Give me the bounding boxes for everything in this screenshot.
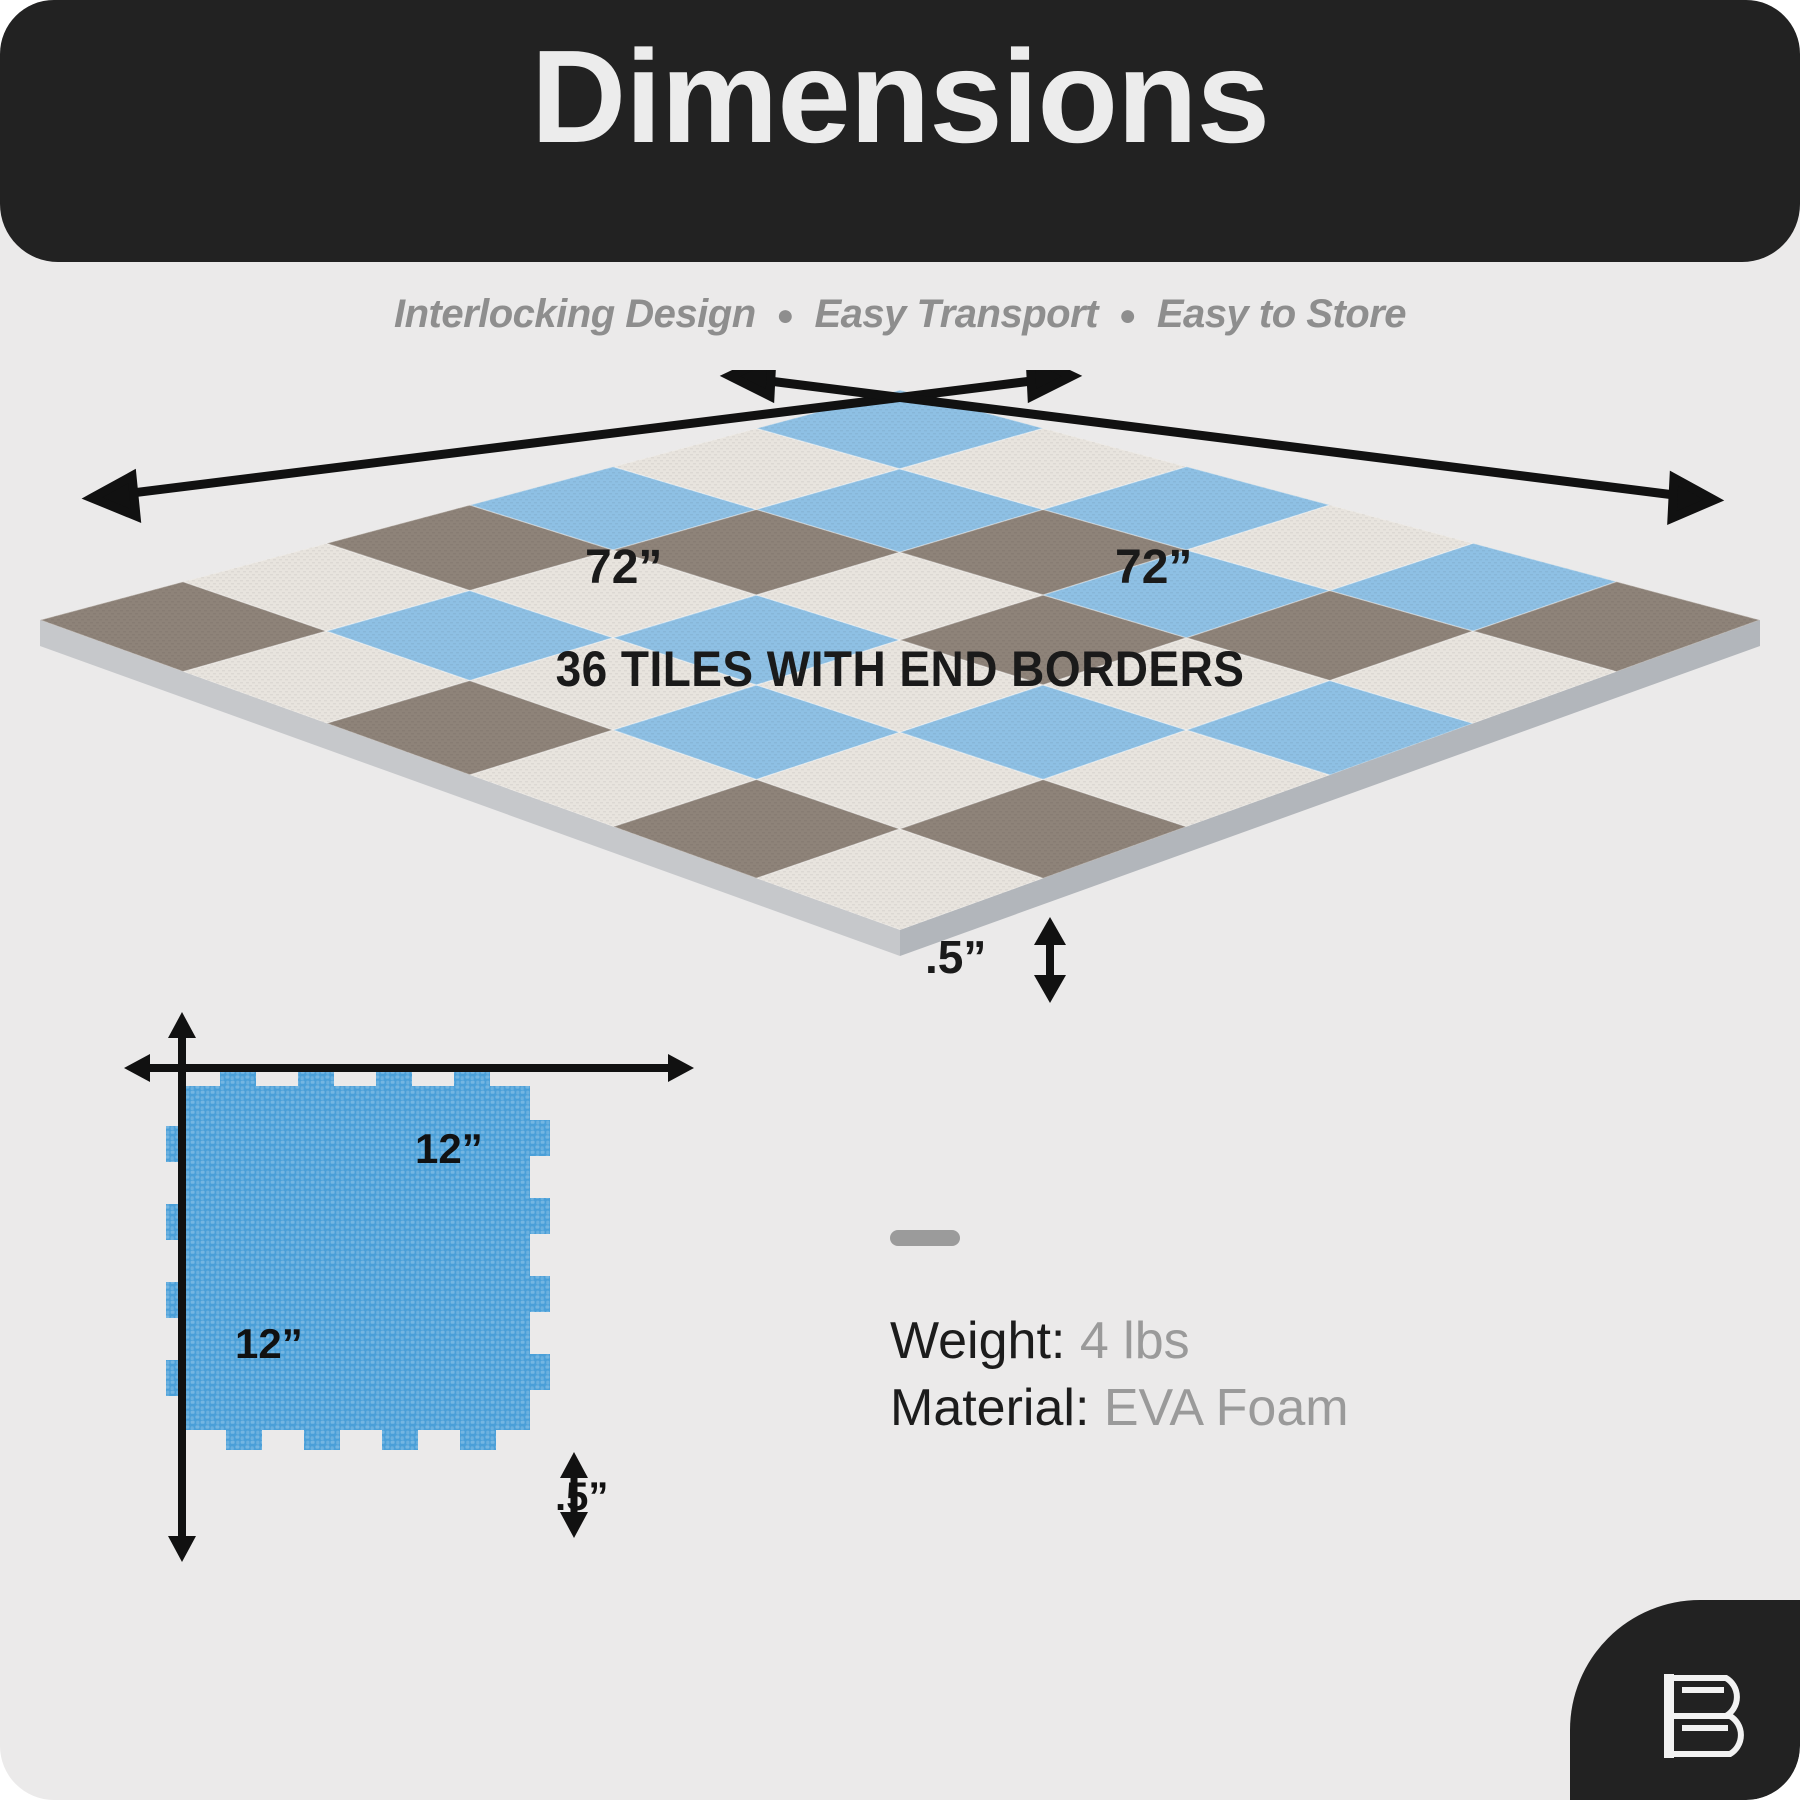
bullet-separator-icon: ● [776, 299, 794, 333]
specs-block: Weight: 4 lbs Material: EVA Foam [890, 1230, 1349, 1441]
mat-tiles-group [40, 390, 1760, 956]
mat-svg [40, 370, 1760, 956]
tile-svg [166, 1066, 550, 1450]
single-tile-illustration [124, 1012, 694, 1590]
brand-logo-icon [1664, 1674, 1744, 1758]
tile-thickness-arrow-icon [560, 1452, 588, 1538]
spec-label-weight: Weight: [890, 1312, 1066, 1370]
spec-label-material: Material: [890, 1378, 1090, 1437]
tile-width-arrow-icon [124, 1054, 694, 1082]
mat-dimension-arrows [81, 370, 1725, 525]
spec-value-material: EVA Foam [1103, 1378, 1349, 1437]
specs-divider-dash [890, 1230, 960, 1246]
mat-width-label: 72” [585, 541, 663, 594]
feature-subtitle: Interlocking Design ● Easy Transport ● E… [0, 292, 1800, 337]
mat-thickness-label: .5” [925, 931, 987, 983]
spec-row-weight: Weight: 4 lbs [890, 1308, 1349, 1375]
header-bar: Dimensions [0, 0, 1800, 262]
feature-1: Interlocking Design [393, 292, 756, 336]
mat-depth-label: 72” [1115, 541, 1193, 594]
spec-row-material: Material: EVA Foam [890, 1375, 1349, 1442]
spec-value-weight: 4 lbs [1079, 1312, 1190, 1370]
tile-width-label: 12” [415, 1125, 483, 1172]
mat-thickness-arrow-icon [1034, 917, 1066, 1003]
mat-perspective-illustration [0, 370, 1800, 990]
page-title: Dimensions [530, 23, 1270, 170]
feature-3: Easy to Store [1156, 292, 1407, 336]
tile-shape [166, 1066, 550, 1450]
tile-height-arrow-icon [168, 1012, 196, 1562]
tile-height-label: 12” [235, 1320, 303, 1367]
tile-thickness-label: .5” [555, 1475, 609, 1519]
bullet-separator-icon: ● [1118, 299, 1137, 333]
feature-2: Easy Transport [814, 292, 1099, 336]
mat-tile-count-banner: 36 TILES WITH END BORDERS [555, 641, 1245, 697]
brand-corner [1570, 1600, 1800, 1800]
